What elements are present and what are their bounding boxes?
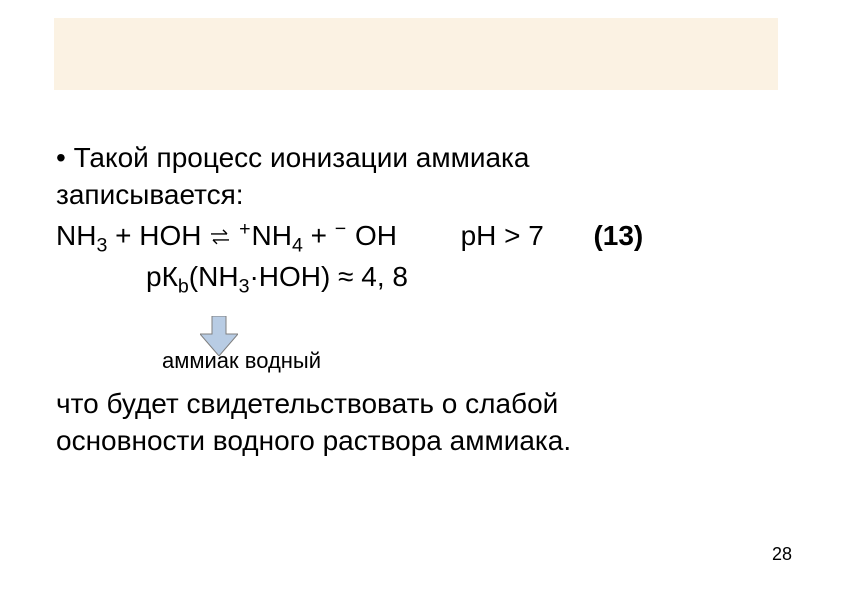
intro-line-2: записывается: bbox=[56, 177, 786, 214]
eq-number: (13) bbox=[593, 220, 643, 251]
eq-lhs: NH3 bbox=[56, 220, 115, 251]
eq-rhs: +NH4 + − OH bbox=[239, 220, 405, 251]
eq-ph: pH > 7 bbox=[461, 220, 544, 251]
equilibrium-arrows-icon bbox=[209, 224, 231, 252]
intro-line-1: • Такой процесс ионизации аммиака bbox=[56, 140, 786, 177]
equation-line: NH3 + HOH +NH4 + − OH pH > 7 (13) bbox=[56, 218, 786, 255]
arrow-label-text: аммиак водный bbox=[162, 346, 321, 375]
slide-body: • Такой процесс ионизации аммиака записы… bbox=[56, 140, 786, 460]
pk-line: рКb(NH3·HOH) ≈ 4, 8 bbox=[146, 259, 786, 296]
arrow-label-group: аммиак водный bbox=[162, 320, 786, 378]
conclusion-line-1: что будет свидетельствовать о слабой bbox=[56, 386, 786, 423]
page-number: 28 bbox=[772, 544, 792, 565]
conclusion-line-2: основности водного раствора аммиака. bbox=[56, 423, 786, 460]
header-band bbox=[54, 18, 778, 90]
